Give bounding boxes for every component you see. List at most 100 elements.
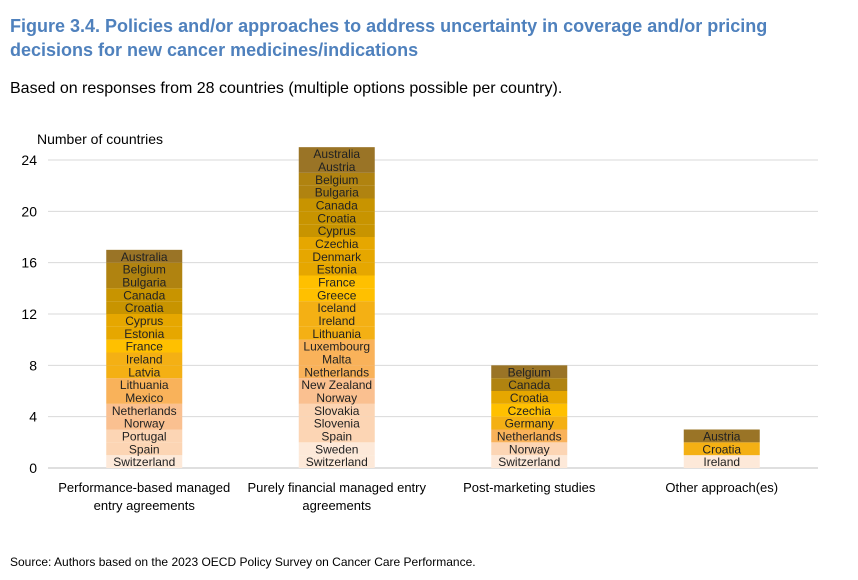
segment-label: Spain <box>321 429 352 443</box>
bar-segment-cyprus <box>298 224 375 237</box>
segment-label: Denmark <box>312 250 362 264</box>
bar-segment-croatia <box>298 211 375 225</box>
segment-label: Spain <box>129 442 160 456</box>
segment-label: Bulgaria <box>122 275 166 289</box>
segment-label: Cyprus <box>125 314 163 328</box>
x-category-label: Performance-based managed <box>58 480 230 495</box>
bar-segment-croatia <box>106 301 183 314</box>
segment-label: Cyprus <box>318 224 356 238</box>
bar-segment-denmark <box>298 249 375 263</box>
x-category-label: agreements <box>302 498 371 513</box>
bar-segment-norway <box>298 391 375 404</box>
bar-segment-greece <box>298 288 375 302</box>
segment-label: Netherlands <box>304 365 369 379</box>
bar-segment-netherlands <box>106 403 183 417</box>
bar-segment-spain <box>298 429 375 443</box>
segment-label: Belgium <box>315 173 358 187</box>
bar-segment-switzerland <box>106 455 183 468</box>
segment-label: Croatia <box>702 442 741 456</box>
bar-segment-germany <box>491 416 568 430</box>
segment-label: Norway <box>509 442 550 456</box>
segment-label: Australia <box>121 250 168 264</box>
segment-label: Belgium <box>508 365 551 379</box>
segment-label: Netherlands <box>112 404 177 418</box>
segment-label: Switzerland <box>498 455 560 469</box>
y-tick-label: 4 <box>29 409 37 425</box>
bar-segment-mexico <box>106 391 183 404</box>
segment-label: Norway <box>124 417 165 431</box>
bar-segment-switzerland <box>491 455 568 468</box>
segment-label: Canada <box>508 378 550 392</box>
y-tick-label: 8 <box>29 357 37 373</box>
segment-label: Latvia <box>128 365 160 379</box>
segment-label: Ireland <box>126 352 163 366</box>
y-tick-label: 24 <box>21 152 37 168</box>
segment-label: Belgium <box>123 263 166 277</box>
y-tick-label: 16 <box>21 255 37 271</box>
x-category-label: Purely financial managed entry <box>248 480 427 495</box>
stacked-bar-chart: SwitzerlandSpainPortugalNorwayNetherland… <box>21 131 818 513</box>
segment-label: Czechia <box>315 237 359 251</box>
segment-label: Slovakia <box>314 404 360 418</box>
segment-label: Iceland <box>317 301 356 315</box>
segment-label: Canada <box>316 198 358 212</box>
bar-segment-belgium <box>106 262 183 276</box>
segment-label: Australia <box>313 147 360 161</box>
segment-label: Slovenia <box>314 417 360 431</box>
bar-segment-bulgaria <box>106 275 183 289</box>
segment-label: Ireland <box>318 314 355 328</box>
bar-segment-portugal <box>106 429 183 443</box>
bar-segment-australia <box>106 249 183 263</box>
bar-segment-switzerland <box>298 455 375 468</box>
bar-segment-belgium <box>298 172 375 186</box>
segment-label: Greece <box>317 288 357 302</box>
segment-label: Malta <box>322 352 352 366</box>
segment-label: Canada <box>123 288 165 302</box>
bar-segment-france <box>298 275 375 289</box>
segment-label: France <box>126 340 164 354</box>
bar-segment-czechia <box>298 237 375 250</box>
x-category-label: Other approach(es) <box>665 480 778 495</box>
figure-source-note: Source: Authors based on the 2023 OECD P… <box>10 555 476 569</box>
segment-label: Norway <box>316 391 357 405</box>
bar-segment-austria <box>298 160 375 173</box>
bar-segment-france <box>106 339 183 353</box>
bar-segment-ireland <box>298 314 375 327</box>
bar-segment-new-zealand <box>298 378 375 391</box>
bar-segment-slovakia <box>298 403 375 417</box>
bar-segment-norway <box>106 416 183 430</box>
segment-label: New Zealand <box>301 378 372 392</box>
segment-label: Netherlands <box>497 429 562 443</box>
bar-segment-lithuania <box>106 378 183 391</box>
segment-label: Switzerland <box>113 455 175 469</box>
bar-segment-belgium <box>491 365 568 379</box>
bar-segment-canada <box>491 378 568 391</box>
y-tick-label: 20 <box>21 203 37 219</box>
figure-title: Figure 3.4. Policies and/or approaches t… <box>10 16 768 60</box>
segment-label: Croatia <box>125 301 164 315</box>
segment-label: Croatia <box>510 391 549 405</box>
segment-label: Croatia <box>317 211 356 225</box>
bar-segment-spain <box>106 442 183 456</box>
bar-segment-iceland <box>298 301 375 314</box>
segment-label: Germany <box>505 417 554 431</box>
bar-segment-canada <box>106 288 183 302</box>
y-axis-title: Number of countries <box>37 131 163 147</box>
bar-segment-estonia <box>106 326 183 340</box>
bar-segment-czechia <box>491 403 568 417</box>
segment-label: France <box>318 275 356 289</box>
bar-segment-slovenia <box>298 416 375 430</box>
bar-segment-estonia <box>298 262 375 276</box>
figure-subtitle: Based on responses from 28 countries (mu… <box>10 80 563 97</box>
segment-label: Estonia <box>317 263 357 277</box>
segment-label: Portugal <box>122 429 167 443</box>
y-tick-label: 12 <box>21 306 37 322</box>
bar-segment-ireland <box>106 352 183 366</box>
bar-segment-malta <box>298 352 375 366</box>
segment-label: Mexico <box>125 391 163 405</box>
bar-segment-cyprus <box>106 314 183 327</box>
segment-label: Bulgaria <box>315 186 359 200</box>
bar-segment-austria <box>683 429 760 443</box>
bar-segment-australia <box>298 147 375 160</box>
bar-segment-luxembourg <box>298 339 375 353</box>
